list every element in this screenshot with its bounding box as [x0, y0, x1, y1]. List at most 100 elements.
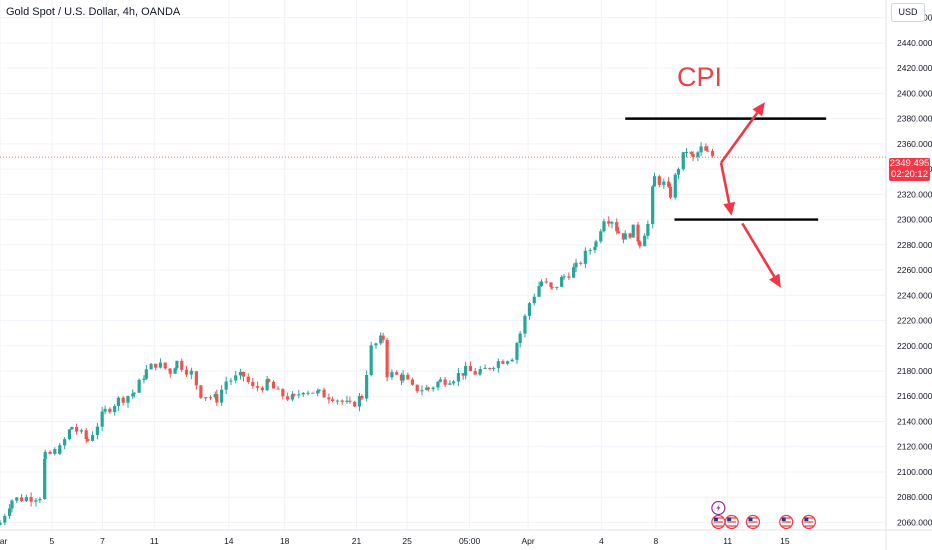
candle-down [199, 385, 203, 398]
candle-up [532, 296, 536, 304]
candle-down [348, 400, 352, 402]
candle-up [588, 250, 592, 252]
currency-button[interactable]: USD [891, 3, 925, 22]
x-tick-label: Mar [0, 536, 7, 546]
candle-down [75, 427, 79, 432]
flag-canton [804, 517, 809, 521]
candle-up [3, 515, 7, 523]
x-tick-label: 11 [150, 536, 159, 546]
y-tick-label: 2240.000 [897, 290, 932, 300]
candle-up [401, 374, 405, 381]
candle-up [224, 381, 228, 390]
candles [0, 142, 715, 526]
candle-up [518, 333, 522, 344]
candle-up [301, 392, 305, 395]
candle-up [478, 372, 482, 375]
candle-down [567, 276, 571, 278]
y-tick-label: 2160.000 [897, 391, 932, 401]
candle-up [175, 360, 179, 369]
candle-down [473, 371, 477, 375]
candle-down [353, 401, 357, 407]
candle-up [24, 497, 28, 502]
grid-lines [0, 0, 886, 530]
candle-up [357, 395, 362, 407]
symbol-title: Gold Spot / U.S. Dollar, 4h, OANDA [6, 6, 181, 18]
candle-down [194, 371, 198, 386]
candle-up [369, 345, 373, 376]
candle-up [478, 368, 482, 373]
y-tick-label: 2220.000 [897, 316, 932, 326]
candle-down [189, 370, 194, 372]
candle-up [316, 390, 320, 394]
candle-up [699, 146, 703, 153]
flag-canton [781, 517, 786, 521]
candle-down [668, 186, 673, 198]
candle-down [381, 335, 385, 340]
candle-up [38, 499, 42, 501]
candle-down [360, 395, 364, 399]
candle-up [379, 335, 383, 344]
flag-canton [727, 517, 732, 521]
candle-up [7, 508, 12, 516]
candle-down [281, 389, 285, 397]
candle-up [562, 276, 566, 278]
candle-up [390, 372, 394, 378]
candle-up [673, 174, 677, 198]
candle-down [406, 374, 410, 380]
current-price-tag: 2349.495 02:20:12 [889, 158, 930, 181]
candle-up [527, 303, 532, 316]
candle-up [67, 429, 72, 440]
candle-up [234, 375, 238, 381]
candle-up [229, 380, 233, 382]
candle-up [696, 152, 700, 157]
candle-down [108, 408, 112, 413]
arrow-head [723, 201, 736, 216]
flag-canton [713, 517, 718, 521]
candle-down [271, 381, 276, 389]
candle-down [19, 497, 24, 502]
candle-up [53, 449, 57, 454]
candle-up [34, 500, 38, 502]
x-tick-label: 14 [224, 536, 234, 546]
candle-down [461, 373, 465, 376]
candle-up [90, 435, 95, 441]
candle-down [426, 387, 430, 390]
candle-up [496, 361, 500, 368]
candle-up [602, 221, 606, 232]
candle-up [238, 371, 243, 376]
candle-up [431, 387, 435, 390]
candle-down [706, 150, 710, 152]
candle-up [560, 276, 564, 287]
candle-down [443, 379, 447, 385]
candle-down [385, 339, 389, 378]
candle-up [506, 361, 510, 364]
candle-up [290, 394, 295, 400]
x-tick-label: 15 [780, 536, 790, 546]
x-tick-label: 21 [352, 536, 362, 546]
candle-up [438, 379, 442, 382]
candle-up [456, 373, 461, 382]
candle-down [267, 379, 271, 382]
arrow-head [769, 273, 781, 288]
candle-up [113, 406, 117, 413]
candle-down [163, 362, 167, 369]
candle-down [689, 152, 693, 154]
candle-up [144, 369, 148, 379]
candle-down [579, 262, 583, 264]
candle-down [704, 146, 708, 151]
x-tick-label: 4 [599, 536, 604, 546]
event-markers[interactable] [711, 500, 816, 530]
candle-down [550, 287, 554, 289]
candle-up [662, 181, 666, 185]
candle-up [103, 408, 107, 412]
candle-up [116, 397, 120, 407]
candle-up [523, 315, 527, 334]
candle-up [58, 445, 62, 454]
y-tick-label: 2060.000 [897, 517, 932, 527]
candle-down [311, 392, 315, 394]
candle-down [621, 233, 625, 240]
candle-down [327, 397, 331, 400]
candle-down [395, 372, 399, 375]
candle-down [29, 497, 33, 502]
